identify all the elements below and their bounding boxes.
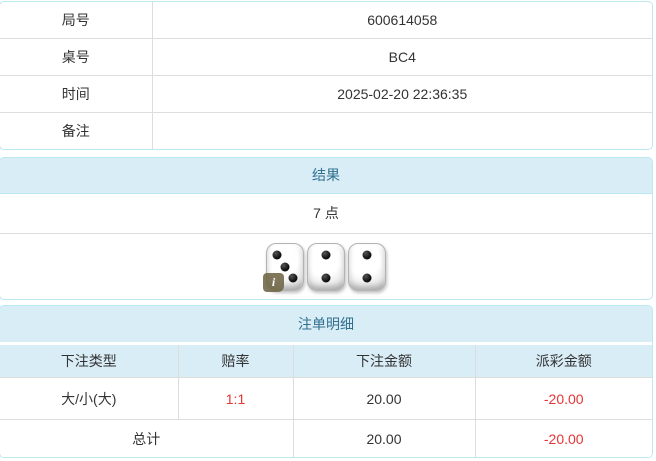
bet-payout-cell: -20.00 <box>475 377 652 420</box>
game-info-panel: 局号 600614058 桌号 BC4 时间 2025-02-20 22:36:… <box>0 1 653 150</box>
table-row-table: 桌号 BC4 <box>0 38 652 76</box>
table-row-round: 局号 600614058 <box>0 2 652 39</box>
die-face-2 <box>307 242 345 291</box>
die-pip <box>362 273 372 283</box>
bet-row: 大/小(大) 1:1 20.00 -20.00 <box>0 377 652 420</box>
round-number-value: 600614058 <box>152 2 652 39</box>
column-header-odds: 赔率 <box>178 345 294 378</box>
die-pip <box>272 250 282 260</box>
table-row-remark: 备注 <box>0 112 652 150</box>
bet-odds-cell: 1:1 <box>178 377 294 420</box>
result-panel-title: 结果 <box>0 158 652 194</box>
table-row-time: 时间 2025-02-20 22:36:35 <box>0 75 652 113</box>
table-number-label: 桌号 <box>0 38 153 76</box>
die-pip <box>280 262 290 271</box>
die-pip <box>321 273 331 283</box>
dice-container: i <box>263 242 386 292</box>
remark-value <box>152 113 652 150</box>
bet-type-cell: 大/小(大) <box>0 377 179 420</box>
bets-panel-title: 注单明细 <box>0 306 652 345</box>
total-payout-cell: -20.00 <box>475 419 652 457</box>
total-row: 总计 20.00 -20.00 <box>0 419 652 457</box>
round-number-label: 局号 <box>0 2 153 39</box>
die-pip <box>362 250 372 260</box>
total-bet-amount-cell: 20.00 <box>293 419 476 457</box>
die-face-3: i <box>263 242 304 292</box>
column-header-payout-amount: 派彩金额 <box>475 345 652 378</box>
column-header-bet-type: 下注类型 <box>0 345 179 378</box>
dice-strip: i <box>0 234 652 299</box>
die-face-2 <box>348 242 386 291</box>
table-number-value: BC4 <box>152 38 652 76</box>
die-pip <box>288 273 298 283</box>
time-value: 2025-02-20 22:36:35 <box>152 75 652 113</box>
result-points: 7 点 <box>0 194 652 234</box>
info-icon[interactable]: i <box>263 272 284 292</box>
column-header-bet-amount: 下注金额 <box>293 345 476 378</box>
game-info-table: 局号 600614058 桌号 BC4 时间 2025-02-20 22:36:… <box>0 2 652 149</box>
result-panel: 结果 7 点 i <box>0 157 653 300</box>
bet-amount-cell: 20.00 <box>293 377 476 420</box>
remark-label: 备注 <box>0 112 153 149</box>
bets-header-row: 下注类型 赔率 下注金额 派彩金额 <box>0 345 652 378</box>
time-label: 时间 <box>0 75 153 113</box>
bets-table: 下注类型 赔率 下注金额 派彩金额 大/小(大) 1:1 20.00 -20.0… <box>0 345 652 457</box>
total-label-cell: 总计 <box>0 419 294 457</box>
die-pip <box>321 250 331 260</box>
bets-panel: 注单明细 下注类型 赔率 下注金额 派彩金额 大/小(大) 1:1 20.00 … <box>0 305 653 458</box>
